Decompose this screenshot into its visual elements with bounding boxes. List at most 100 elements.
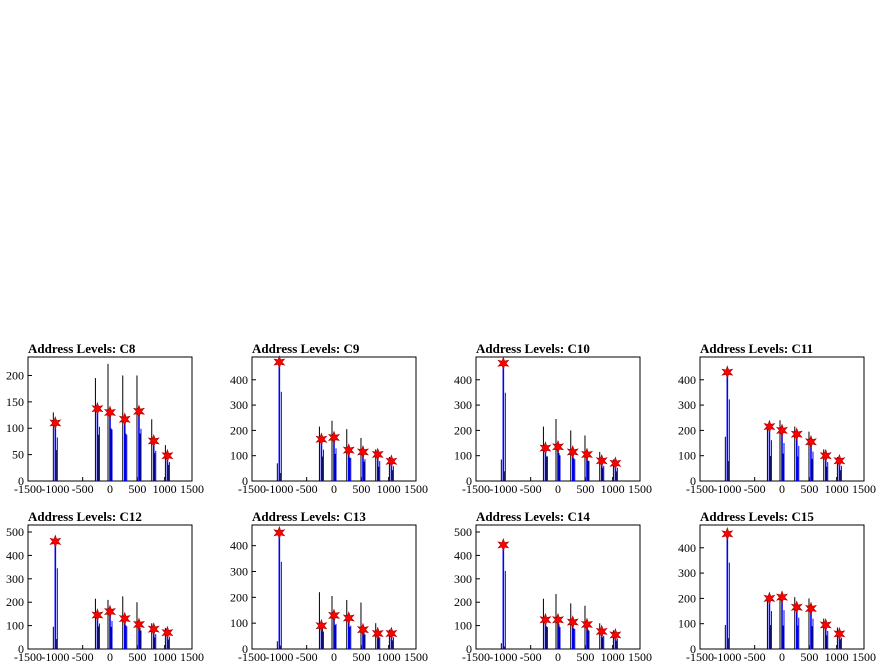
chart-title: Address Levels: C13 bbox=[252, 509, 366, 524]
x-tick-label: -1500 bbox=[238, 650, 266, 664]
x-tick-label: 500 bbox=[576, 482, 594, 496]
chart-title: Address Levels: C12 bbox=[28, 509, 142, 524]
peak-marker bbox=[328, 430, 340, 445]
x-tick-label: -1500 bbox=[462, 650, 490, 664]
peak-marker bbox=[342, 443, 355, 458]
peak-marker bbox=[580, 447, 593, 462]
y-tick-label: 100 bbox=[454, 619, 472, 633]
y-tick-label: 400 bbox=[678, 373, 696, 387]
peak-marker bbox=[328, 608, 340, 623]
peak-marker bbox=[385, 626, 398, 641]
peak-marker bbox=[273, 355, 286, 369]
y-tick-label: 400 bbox=[678, 541, 696, 555]
peak-marker bbox=[566, 444, 579, 459]
x-tick-label: 1000 bbox=[601, 650, 625, 664]
y-tick-label: 0 bbox=[690, 642, 696, 656]
x-tick-label: -1000 bbox=[489, 482, 517, 496]
y-tick-label: 300 bbox=[678, 398, 696, 412]
x-tick-label: -500 bbox=[72, 482, 94, 496]
y-tick-label: 0 bbox=[690, 474, 696, 488]
x-tick-label: 0 bbox=[779, 650, 785, 664]
y-tick-label: 100 bbox=[454, 449, 472, 463]
peak-marker bbox=[385, 454, 398, 469]
y-tick-label: 200 bbox=[678, 591, 696, 605]
peak-marker bbox=[132, 617, 145, 632]
y-tick-label: 100 bbox=[678, 449, 696, 463]
x-tick-label: -1500 bbox=[686, 650, 714, 664]
peak-marker bbox=[315, 432, 328, 447]
x-tick-label: -1000 bbox=[713, 482, 741, 496]
x-tick-label: -1500 bbox=[14, 482, 42, 496]
x-tick-label: 1500 bbox=[404, 482, 428, 496]
x-tick-label: 500 bbox=[576, 650, 594, 664]
y-tick-label: 500 bbox=[454, 525, 472, 539]
x-tick-label: 500 bbox=[800, 650, 818, 664]
x-tick-label: -1000 bbox=[489, 650, 517, 664]
x-tick-label: 1000 bbox=[153, 482, 177, 496]
peak-marker bbox=[356, 622, 369, 637]
peak-marker bbox=[49, 416, 62, 430]
peak-marker bbox=[104, 405, 116, 420]
peak-marker bbox=[833, 626, 846, 641]
x-tick-label: -500 bbox=[520, 650, 542, 664]
chart-panel-3: Address Levels: C10 0 100 200 300 400 -1500 -10… bbox=[454, 341, 652, 496]
x-tick-label: 0 bbox=[779, 482, 785, 496]
y-tick-label: 200 bbox=[454, 595, 472, 609]
y-tick-label: 100 bbox=[230, 449, 248, 463]
peak-marker bbox=[147, 433, 160, 448]
y-tick-label: 0 bbox=[18, 474, 24, 488]
chart-title: Address Levels: C8 bbox=[28, 341, 136, 356]
peak-marker bbox=[539, 612, 552, 627]
x-tick-label: 500 bbox=[352, 482, 370, 496]
x-tick-label: 1000 bbox=[825, 482, 849, 496]
peak-marker bbox=[721, 526, 734, 541]
y-tick-label: 0 bbox=[242, 642, 248, 656]
x-tick-label: -500 bbox=[744, 650, 766, 664]
y-tick-label: 400 bbox=[454, 548, 472, 562]
y-tick-label: 0 bbox=[242, 474, 248, 488]
x-tick-label: -500 bbox=[72, 650, 94, 664]
y-tick-label: 400 bbox=[230, 539, 248, 553]
peak-marker bbox=[315, 618, 328, 633]
x-tick-label: -500 bbox=[296, 482, 318, 496]
peak-marker bbox=[721, 365, 734, 380]
chart-panel-8: Address Levels: C15 0 100 200 300 400 -1500 -10… bbox=[678, 509, 876, 664]
peak-marker bbox=[790, 600, 803, 615]
peak-marker bbox=[804, 601, 817, 616]
x-tick-label: 0 bbox=[331, 482, 337, 496]
peak-marker bbox=[273, 525, 286, 540]
chart-panel-5: Address Levels: C12 0 100 200 300 400 500 -1500… bbox=[6, 509, 204, 664]
peak-marker bbox=[132, 404, 145, 419]
x-tick-label: -1500 bbox=[238, 482, 266, 496]
peak-marker bbox=[356, 444, 369, 459]
x-tick-label: 500 bbox=[128, 482, 146, 496]
y-tick-label: 300 bbox=[454, 398, 472, 412]
chart-panel-2: Address Levels: C9 0 100 200 300 400 -1500 -100… bbox=[230, 341, 428, 496]
peak-marker bbox=[497, 356, 510, 371]
peak-marker bbox=[552, 439, 564, 454]
peak-marker bbox=[161, 448, 174, 463]
x-tick-label: -500 bbox=[744, 482, 766, 496]
x-tick-label: 1500 bbox=[180, 650, 204, 664]
x-tick-label: 500 bbox=[128, 650, 146, 664]
peak-marker bbox=[763, 591, 776, 606]
peak-marker bbox=[497, 537, 510, 552]
peak-marker bbox=[819, 618, 832, 632]
peak-marker bbox=[776, 590, 788, 605]
x-tick-label: -1000 bbox=[41, 482, 69, 496]
peak-marker bbox=[804, 434, 817, 449]
chart-panel-1: Address Levels: C8 0 50 100 150 200 -1500 -1000… bbox=[6, 341, 204, 496]
peak-marker bbox=[595, 624, 608, 639]
chart-panel-7: Address Levels: C14 0 100 200 300 400 500 -1500… bbox=[454, 509, 652, 664]
x-tick-label: 0 bbox=[331, 650, 337, 664]
y-tick-label: 400 bbox=[454, 373, 472, 387]
x-tick-label: 500 bbox=[800, 482, 818, 496]
peak-marker bbox=[609, 628, 622, 642]
peak-marker bbox=[776, 423, 788, 438]
x-tick-label: 1000 bbox=[377, 650, 401, 664]
peak-marker bbox=[118, 611, 131, 626]
y-tick-label: 100 bbox=[6, 421, 24, 435]
x-tick-label: -1500 bbox=[686, 482, 714, 496]
y-tick-label: 300 bbox=[230, 398, 248, 412]
chart-title: Address Levels: C14 bbox=[476, 509, 590, 524]
